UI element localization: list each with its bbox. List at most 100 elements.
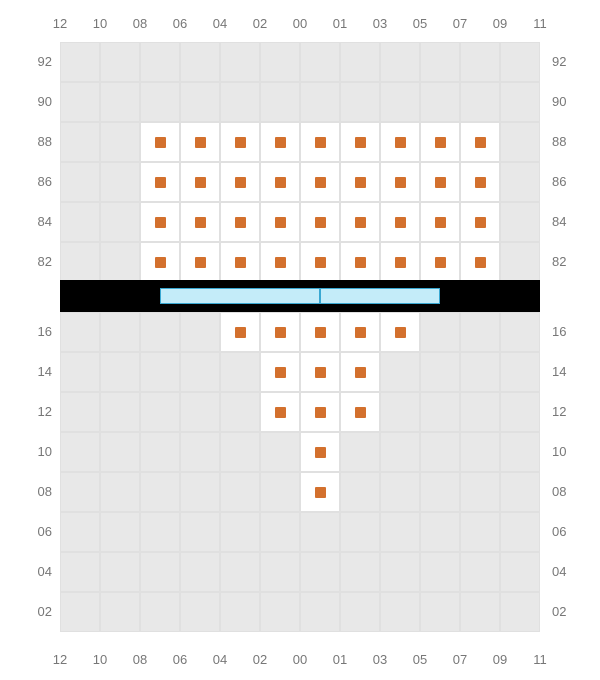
top-grid-seat-marker[interactable] [475, 137, 486, 148]
x-axis-label-top: 05 [400, 16, 440, 31]
bottom-grid-cell [60, 592, 100, 632]
top-grid-seat-marker[interactable] [195, 137, 206, 148]
bottom-grid-seat-marker[interactable] [355, 407, 366, 418]
y-axis-label-top-left: 92 [30, 54, 52, 69]
top-grid-seat-marker[interactable] [195, 217, 206, 228]
bottom-grid-cell [420, 392, 460, 432]
top-grid-seat-marker[interactable] [355, 177, 366, 188]
top-grid-seat-marker[interactable] [395, 217, 406, 228]
x-axis-label-bottom: 09 [480, 652, 520, 667]
top-grid-cell [380, 42, 420, 82]
top-grid-seat-marker[interactable] [435, 217, 446, 228]
bottom-grid-cell [220, 392, 260, 432]
top-grid-seat-marker[interactable] [315, 177, 326, 188]
x-axis-label-bottom: 12 [40, 652, 80, 667]
top-grid-seat-marker[interactable] [435, 257, 446, 268]
bottom-grid-cell [260, 512, 300, 552]
top-grid-seat-marker[interactable] [395, 137, 406, 148]
top-grid-seat-marker[interactable] [155, 217, 166, 228]
top-grid-seat-marker[interactable] [355, 137, 366, 148]
bottom-grid-seat-marker[interactable] [315, 367, 326, 378]
top-grid-cell [100, 122, 140, 162]
bottom-grid-cell [260, 432, 300, 472]
top-grid-seat-marker[interactable] [155, 257, 166, 268]
bottom-grid-cell [340, 552, 380, 592]
top-grid-seat-marker[interactable] [275, 217, 286, 228]
bottom-grid-seat-marker[interactable] [395, 327, 406, 338]
top-grid-seat-marker[interactable] [235, 137, 246, 148]
top-grid-seat-marker[interactable] [395, 177, 406, 188]
top-grid-cell [420, 82, 460, 122]
y-axis-label-bottom-right: 04 [552, 564, 574, 579]
y-axis-label-top-right: 84 [552, 214, 574, 229]
bottom-grid-seat-marker[interactable] [275, 367, 286, 378]
bottom-grid-cell [460, 432, 500, 472]
x-axis-label-top: 04 [200, 16, 240, 31]
bottom-grid-seat-marker[interactable] [315, 327, 326, 338]
bottom-grid-cell [140, 352, 180, 392]
bottom-grid-seat-marker[interactable] [275, 407, 286, 418]
y-axis-label-top-right: 90 [552, 94, 574, 109]
top-grid-seat-marker[interactable] [395, 257, 406, 268]
bottom-grid-cell [140, 552, 180, 592]
top-grid-cell [500, 122, 540, 162]
top-grid-seat-marker[interactable] [435, 177, 446, 188]
top-grid-cell [100, 242, 140, 282]
top-grid-seat-marker[interactable] [475, 257, 486, 268]
bottom-grid-cell [220, 512, 260, 552]
bottom-grid-cell [460, 552, 500, 592]
bottom-grid-seat-marker[interactable] [355, 367, 366, 378]
bottom-grid-cell [180, 392, 220, 432]
bottom-grid-cell [60, 432, 100, 472]
bottom-grid-cell [300, 592, 340, 632]
bottom-grid-cell [100, 392, 140, 432]
top-grid-seat-marker[interactable] [235, 257, 246, 268]
bottom-grid-cell [420, 592, 460, 632]
top-grid-seat-marker[interactable] [315, 217, 326, 228]
bottom-grid-cell [420, 432, 460, 472]
x-axis-label-bottom: 05 [400, 652, 440, 667]
top-grid-cell [140, 82, 180, 122]
top-grid-seat-marker[interactable] [195, 257, 206, 268]
bottom-grid-cell [380, 352, 420, 392]
top-grid-seat-marker[interactable] [275, 177, 286, 188]
top-grid-seat-marker[interactable] [155, 177, 166, 188]
top-grid-seat-marker[interactable] [155, 137, 166, 148]
top-grid-seat-marker[interactable] [355, 257, 366, 268]
top-grid-cell [460, 42, 500, 82]
bottom-grid-cell [180, 592, 220, 632]
top-grid-seat-marker[interactable] [195, 177, 206, 188]
top-grid-seat-marker[interactable] [235, 217, 246, 228]
y-axis-label-bottom-right: 12 [552, 404, 574, 419]
top-grid-cell [100, 202, 140, 242]
top-grid-cell [100, 162, 140, 202]
bottom-grid-seat-marker[interactable] [235, 327, 246, 338]
top-grid-seat-marker[interactable] [355, 217, 366, 228]
top-grid-seat-marker[interactable] [275, 137, 286, 148]
bottom-grid-seat-marker[interactable] [315, 487, 326, 498]
bottom-grid-seat-marker[interactable] [275, 327, 286, 338]
bottom-grid-cell [460, 312, 500, 352]
top-grid-seat-marker[interactable] [475, 217, 486, 228]
bottom-grid-seat-marker[interactable] [355, 327, 366, 338]
x-axis-label-bottom: 03 [360, 652, 400, 667]
top-grid-cell [60, 122, 100, 162]
y-axis-label-bottom-left: 12 [30, 404, 52, 419]
bottom-grid-seat-marker[interactable] [315, 407, 326, 418]
bottom-grid-cell [340, 432, 380, 472]
bottom-grid-cell [100, 592, 140, 632]
top-grid-cell [300, 42, 340, 82]
top-grid-seat-marker[interactable] [315, 257, 326, 268]
bottom-grid-seat-marker[interactable] [315, 447, 326, 458]
top-grid-seat-marker[interactable] [235, 177, 246, 188]
top-grid-seat-marker[interactable] [315, 137, 326, 148]
bottom-grid-cell [60, 352, 100, 392]
y-axis-label-bottom-right: 16 [552, 324, 574, 339]
top-grid-seat-marker[interactable] [435, 137, 446, 148]
top-grid-seat-marker[interactable] [475, 177, 486, 188]
top-grid-cell [60, 42, 100, 82]
bottom-grid-cell [140, 512, 180, 552]
top-grid-seat-marker[interactable] [275, 257, 286, 268]
top-grid-cell [180, 42, 220, 82]
y-axis-label-bottom-right: 14 [552, 364, 574, 379]
